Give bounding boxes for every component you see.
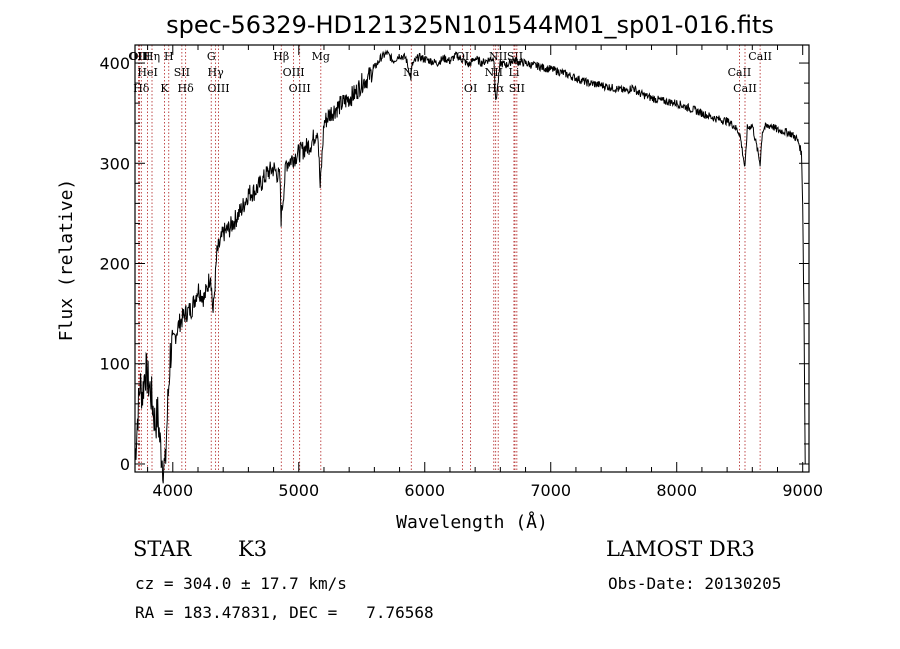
spectral-line-label: Hδ	[133, 82, 150, 95]
spectral-line-label: Hη	[144, 50, 160, 63]
spectral-line-label: SII	[509, 82, 525, 95]
spectral-line-label: Mg	[312, 50, 330, 63]
spectral-line-label: Hα	[487, 82, 505, 95]
spectral-line-label: SII	[174, 66, 190, 79]
spectrum-series-line	[134, 49, 806, 484]
spectral-line-label: G	[207, 50, 216, 63]
spectral-line-label: OIII	[289, 82, 311, 95]
y-tick-label: 400	[99, 54, 130, 73]
obs-date: Obs-Date: 20130205	[608, 574, 782, 593]
y-tick-label: 200	[99, 255, 130, 274]
spectral-line-label: OII	[130, 50, 148, 63]
y-tick-label: 0	[120, 455, 130, 474]
spectral-line-label: CaII	[733, 82, 757, 95]
spectral-line-label: H	[164, 50, 174, 63]
chart-title: spec-56329-HD121325N101544M01_sp01-016.f…	[166, 11, 774, 39]
x-axis-label: Wavelength (Å)	[396, 511, 548, 533]
spectral-line-label: CaII	[748, 50, 772, 63]
spectral-line-label: OIII	[283, 66, 305, 79]
spectral-line-label: OI	[464, 82, 477, 95]
x-tick-label: 9000	[782, 481, 823, 500]
survey-name: LAMOST DR3	[606, 537, 755, 561]
x-tick-label: 8000	[656, 481, 697, 500]
spectral-line-label: SII	[507, 50, 523, 63]
spectral-line-label: OIII	[207, 82, 229, 95]
spectral-line-label: Li	[509, 66, 520, 79]
object-class: STAR	[133, 537, 192, 561]
redshift-readout: cz = 304.0 ± 17.7 km/s	[135, 574, 347, 593]
x-tick-label: 6000	[404, 481, 445, 500]
x-tick-label: 7000	[530, 481, 571, 500]
spectral-line-label: Hγ	[208, 66, 225, 79]
spectral-line-label: OI	[456, 50, 469, 63]
spectral-line-label: Hβ	[273, 50, 289, 63]
x-tick-label: 5000	[278, 481, 319, 500]
spectral-line-label: HeI	[137, 66, 157, 79]
spectral-line-label: OIII	[128, 50, 150, 63]
coordinates: RA = 183.47831, DEC = 7.76568	[135, 603, 434, 622]
y-tick-label: 300	[99, 154, 130, 173]
spectral-line-label: CaII	[728, 66, 752, 79]
y-axis-label: Flux (relative)	[56, 179, 77, 342]
y-tick-label: 100	[99, 355, 130, 374]
plot-frame	[134, 44, 810, 473]
spectral-line-label: Hδ	[178, 82, 195, 95]
x-tick-label: 4000	[152, 481, 193, 500]
spectral-line-label: K	[160, 82, 169, 95]
object-subclass: K3	[238, 537, 268, 561]
